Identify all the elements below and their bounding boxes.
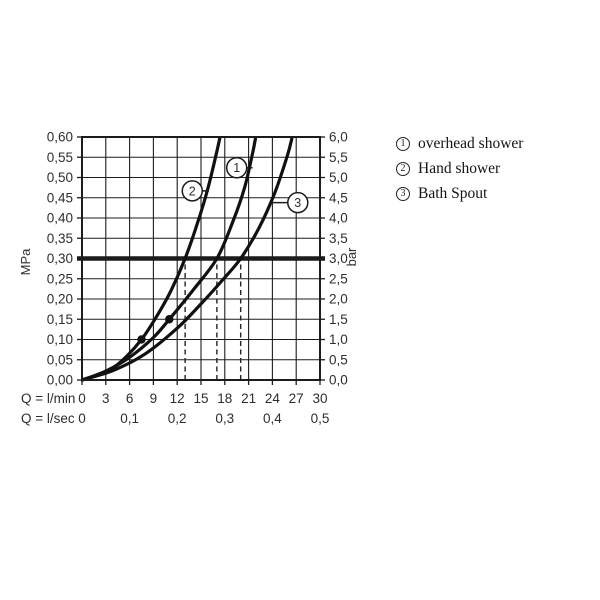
- legend: 1 overhead shower 2 Hand shower 3 Bath S…: [396, 135, 523, 202]
- curve-marker-dots: [137, 315, 174, 344]
- x-secondary-tick-label: 0: [78, 411, 86, 426]
- y-right-tick-label: 6,0: [329, 130, 348, 145]
- legend-label: Bath Spout: [418, 184, 488, 202]
- y-left-tick-label: 0,25: [47, 271, 73, 286]
- x-primary-tick-label: 0: [78, 391, 86, 406]
- callout-number-1: 1: [233, 161, 240, 175]
- x-axis-secondary-title: Q = l/sec: [21, 411, 75, 426]
- y-right-tick-label: 1,5: [329, 312, 348, 327]
- callout-number-3: 3: [294, 196, 301, 210]
- x-secondary-tick-label: 0,4: [263, 411, 282, 426]
- x-secondary-tick-label: 0,3: [215, 411, 234, 426]
- circled-number-2-icon: 2: [396, 161, 410, 176]
- y-right-axis-title: bar: [344, 247, 359, 266]
- x-primary-tick-label: 18: [217, 391, 232, 406]
- callout-circle-1: [225, 157, 248, 179]
- y-left-tick-label: 0,10: [47, 332, 73, 347]
- callout-circle-3: [287, 191, 309, 214]
- legend-label: overhead shower: [418, 134, 524, 152]
- legend-item-overhead-shower: 1 overhead shower: [396, 135, 523, 152]
- x-secondary-tick-label: 0,1: [120, 411, 139, 426]
- y-left-tick-label: 0,05: [47, 352, 73, 367]
- callout-circle-2: [181, 180, 204, 202]
- x-primary-tick-label: 12: [170, 391, 185, 406]
- x-primary-tick-label: 6: [126, 391, 134, 406]
- y-right-tick-label: 5,5: [329, 150, 348, 165]
- y-right-tick-label: 3,0: [329, 251, 348, 266]
- axis-tick-labels: 0,600,550,500,450,400,350,300,250,200,15…: [47, 130, 348, 427]
- x-primary-tick-label: 9: [150, 391, 158, 406]
- y-right-tick-label: 0,5: [329, 352, 348, 367]
- y-left-tick-label: 0,45: [47, 190, 73, 205]
- x-secondary-tick-label: 0,2: [168, 411, 187, 426]
- x-axis-primary-title: Q = l/min: [21, 391, 75, 406]
- x-primary-tick-label: 27: [289, 391, 304, 406]
- y-right-tick-label: 2,5: [329, 271, 348, 286]
- x-primary-tick-label: 21: [241, 391, 256, 406]
- curve-hand-shower: [81, 136, 222, 382]
- x-secondary-tick-label: 0,5: [311, 411, 330, 426]
- y-right-tick-label: 5,0: [329, 170, 348, 185]
- y-left-tick-label: 0,50: [47, 170, 73, 185]
- y-right-tick-label: 1,0: [329, 332, 348, 347]
- y-left-tick-label: 0,15: [47, 312, 73, 327]
- axis-ticks: [77, 136, 325, 385]
- curve-bath-spout: [81, 136, 294, 382]
- x-primary-tick-label: 15: [193, 391, 208, 406]
- legend-label: Hand shower: [418, 159, 501, 177]
- y-right-tick-label: 4,0: [329, 211, 348, 226]
- y-left-tick-label: 0,00: [47, 373, 73, 388]
- y-right-tick-label: 0,0: [329, 373, 348, 388]
- y-left-tick-label: 0,20: [47, 292, 73, 307]
- y-right-tick-label: 4,5: [329, 190, 348, 205]
- x-primary-tick-label: 3: [102, 391, 110, 406]
- y-right-tick-label: 2,0: [329, 292, 348, 307]
- y-left-axis-title: MPa: [18, 248, 33, 276]
- x-primary-tick-label: 30: [312, 391, 327, 406]
- y-left-tick-label: 0,60: [47, 130, 73, 145]
- y-left-tick-label: 0,30: [47, 251, 73, 266]
- callout-number-2: 2: [189, 184, 196, 198]
- legend-item-hand-shower: 2 Hand shower: [396, 160, 523, 177]
- x-primary-tick-label: 24: [265, 391, 281, 406]
- curve-dot: [165, 315, 174, 324]
- y-left-tick-label: 0,55: [47, 150, 73, 165]
- flow-curves: [81, 136, 294, 382]
- curve-number-callouts: 1 2 3: [181, 157, 309, 214]
- circled-number-1-icon: 1: [396, 136, 410, 151]
- y-left-tick-label: 0,40: [47, 211, 73, 226]
- y-right-tick-label: 3,5: [329, 231, 348, 246]
- y-left-tick-label: 0,35: [47, 231, 73, 246]
- legend-item-bath-spout: 3 Bath Spout: [396, 185, 523, 202]
- circled-number-3-icon: 3: [396, 186, 410, 201]
- curve-dot: [137, 335, 146, 344]
